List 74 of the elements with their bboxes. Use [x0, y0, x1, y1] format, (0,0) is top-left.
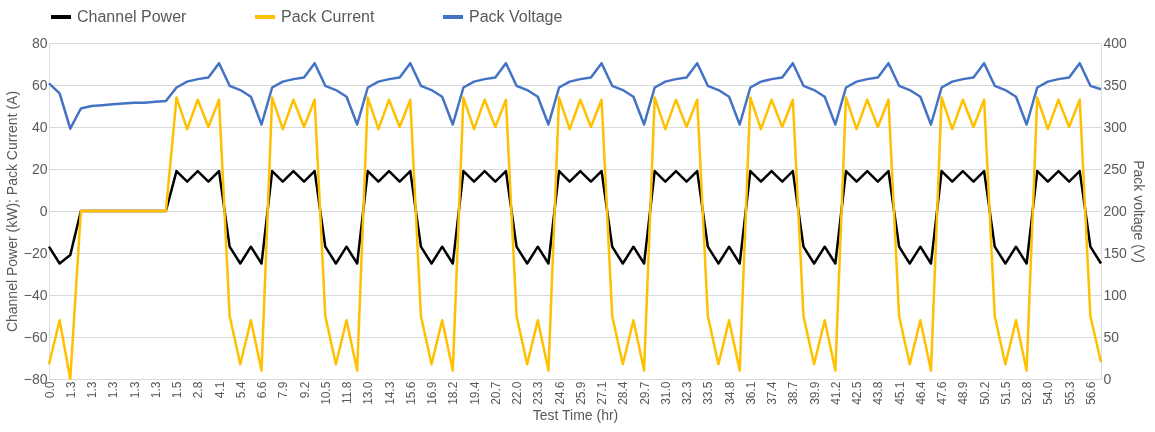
y-tick-label: −40	[23, 286, 48, 303]
legend-label: Pack Voltage	[469, 8, 563, 25]
x-tick-label: 10.5	[318, 381, 333, 405]
x-tick-label: 22.0	[510, 381, 525, 405]
x-tick-label: 41.2	[828, 381, 843, 405]
x-tick-label: 54.0	[1041, 381, 1056, 405]
x-tick-label: 33.5	[701, 381, 716, 405]
y2-tick-label: 0	[1103, 370, 1112, 387]
x-tick-label: 11.8	[340, 381, 355, 404]
x-tick-label: 29.7	[637, 381, 652, 405]
x-tick-label: 32.3	[680, 381, 695, 405]
y2-tick-label: 200	[1103, 202, 1128, 219]
x-tick-label: 45.1	[892, 381, 907, 405]
x-tick-label: 16.9	[425, 381, 440, 405]
y2-tick-label: 100	[1103, 286, 1128, 303]
y-tick-label: 0	[39, 202, 48, 219]
x-tick-label: 1.3	[106, 381, 121, 399]
y-tick-label: 40	[31, 118, 48, 135]
x-tick-label: 36.1	[743, 381, 758, 405]
y2-tick-label: 350	[1103, 76, 1128, 93]
y-axis-title: Channel Power (kW); Pack Current (A)	[3, 90, 20, 333]
x-tick-label: 4.1	[212, 381, 227, 399]
x-tick-label: 1.3	[127, 381, 142, 399]
x-tick-label: 1.3	[63, 381, 78, 399]
x-tick-label: 52.8	[1020, 381, 1035, 405]
x-tick-label: 37.4	[765, 381, 780, 405]
x-tick-label: 51.5	[998, 381, 1013, 405]
legend-label: Channel Power	[77, 8, 188, 25]
x-tick-label: 46.4	[913, 381, 928, 405]
line-series	[47, 61, 1103, 130]
x-tick-label: 24.6	[552, 381, 567, 405]
x-tick-label: 19.4	[467, 381, 482, 405]
y-tick-label: −60	[23, 328, 48, 345]
y2-tick-label: 150	[1103, 244, 1128, 261]
x-tick-label: 31.0	[658, 381, 673, 405]
x-tick-label: 2.8	[191, 381, 206, 399]
x-tick-label: 15.6	[403, 381, 418, 405]
x-tick-label: 1.3	[85, 381, 100, 399]
y-tick-label: −20	[23, 244, 48, 261]
y2-tick-label: 250	[1103, 160, 1128, 177]
x-tick-label: 39.9	[807, 381, 822, 405]
x-tick-label: 20.7	[488, 381, 503, 405]
x-axis-title: Test Time (hr)	[532, 406, 619, 423]
x-tick-label: 42.5	[850, 381, 865, 405]
y-tick-label: 60	[31, 76, 48, 93]
x-tick-label: 5.4	[233, 381, 248, 399]
x-tick-label: 1.5	[170, 381, 185, 399]
x-tick-label: 43.8	[871, 381, 886, 405]
x-tick-label: 23.3	[531, 381, 546, 405]
line-series	[47, 96, 1103, 381]
y2-tick-label: 300	[1103, 118, 1128, 135]
y2-tick-label: 400	[1103, 34, 1128, 51]
x-tick-label: 47.6	[935, 381, 950, 405]
x-tick-label: 27.1	[595, 381, 610, 405]
x-tick-label: 56.6	[1083, 381, 1098, 405]
x-tick-label: 18.2	[446, 381, 461, 405]
y-tick-label: 20	[31, 160, 48, 177]
x-tick-label: 7.9	[276, 381, 291, 399]
x-tick-label: 13.0	[361, 381, 376, 405]
x-tick-label: 1.3	[148, 381, 163, 399]
x-tick-label: 14.3	[382, 381, 397, 405]
legend-label: Pack Current	[281, 8, 375, 25]
x-tick-label: 55.3	[1062, 381, 1077, 405]
x-tick-label: 50.2	[977, 381, 992, 405]
x-tick-label: 34.8	[722, 381, 737, 405]
x-tick-label: 9.2	[297, 381, 312, 399]
x-tick-label: 48.9	[956, 381, 971, 405]
y-tick-label: 80	[31, 34, 48, 51]
y2-axis-title: Pack voltage (V)	[1130, 160, 1147, 263]
y2-tick-label: 50	[1103, 328, 1120, 345]
x-tick-label: 25.9	[573, 381, 588, 405]
x-tick-label: 28.4	[616, 381, 631, 405]
x-tick-label: 6.6	[255, 381, 270, 399]
x-tick-label: 38.7	[786, 381, 801, 405]
